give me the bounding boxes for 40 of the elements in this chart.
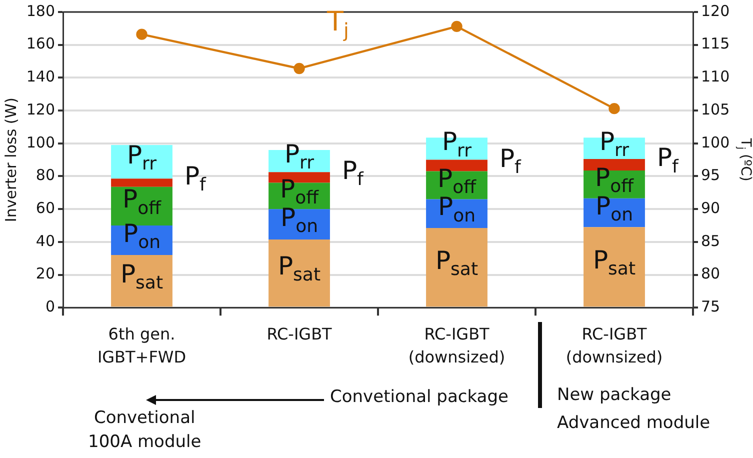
bar xyxy=(426,228,488,307)
y2-tick-label: 75 xyxy=(701,297,720,316)
x-tick-label: 6th gen. IGBT+FWD xyxy=(97,324,186,367)
y2-tick-label: 120 xyxy=(701,2,730,20)
text: Advanced module xyxy=(557,412,710,435)
y-tick-label: 80 xyxy=(36,166,55,184)
bar xyxy=(111,178,172,187)
text: Convetional package xyxy=(330,386,508,409)
y2-tick-label: 95 xyxy=(701,166,720,184)
text: New package xyxy=(557,384,672,407)
y2-tick-label: 115 xyxy=(701,34,730,53)
bar xyxy=(268,239,330,307)
y-tick-label: 180 xyxy=(26,2,55,20)
y2-tick-label: 110 xyxy=(701,68,730,86)
y2-tick-label: 80 xyxy=(701,264,720,283)
y2-tick-label: 85 xyxy=(701,232,720,250)
y-tick-label: 40 xyxy=(36,232,55,250)
point xyxy=(451,20,462,32)
bar xyxy=(111,145,172,179)
y-tick-label: 0 xyxy=(45,297,55,316)
point xyxy=(294,62,305,74)
y-tick-label: 60 xyxy=(36,198,55,217)
point xyxy=(608,102,620,114)
x-tick-label: RC-IGBT (downsized) xyxy=(566,324,663,367)
x-tick-label: RC-IGBT xyxy=(266,324,332,344)
y-tick-label: 160 xyxy=(26,34,55,53)
y-tick-label: 120 xyxy=(26,100,55,118)
bar xyxy=(584,227,645,307)
y2-tick-label: 90 xyxy=(701,198,720,217)
x-tick-label: RC-IGBT (downsized) xyxy=(408,324,506,367)
bar xyxy=(111,255,172,307)
y-axis-title: Inverter loss (W) xyxy=(2,98,20,222)
point xyxy=(136,28,148,40)
y2-tick-label: 100 xyxy=(701,133,730,152)
y2-axis-title: Tj (ºC) xyxy=(734,137,753,182)
y-tick-label: 100 xyxy=(26,133,55,152)
y-tick-label: 140 xyxy=(26,68,55,86)
text: Convetional 100A module xyxy=(88,407,202,454)
y2-tick-label: 105 xyxy=(701,100,730,118)
y-tick-label: 20 xyxy=(36,264,55,283)
